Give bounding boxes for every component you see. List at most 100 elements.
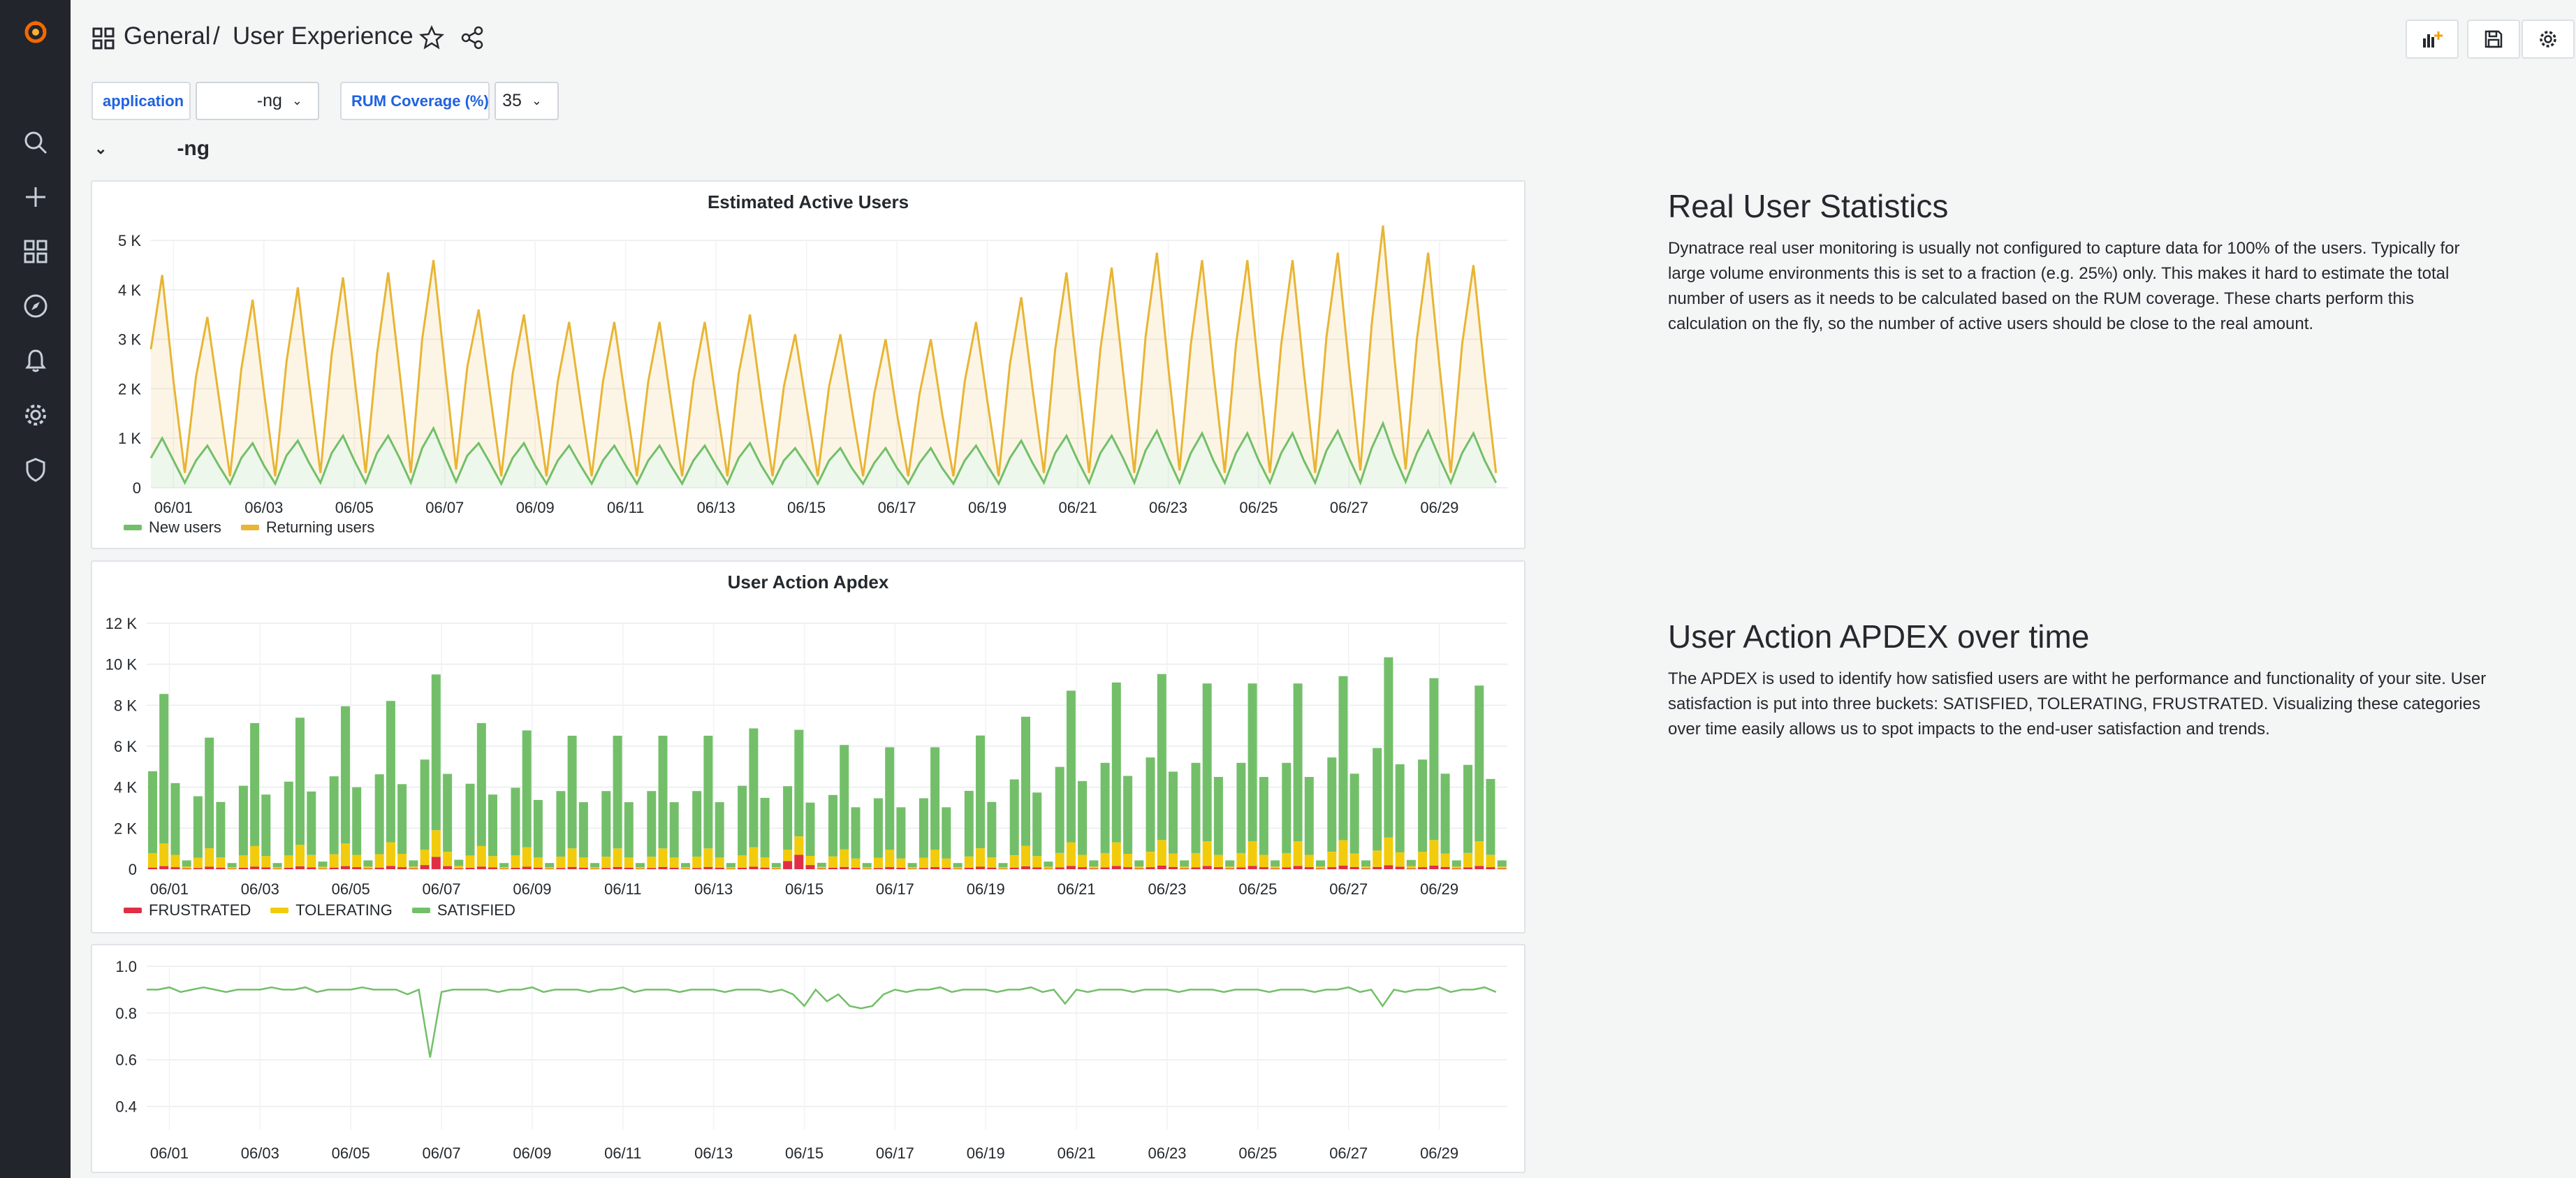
bar-satisfied xyxy=(1055,766,1064,853)
bar-satisfied xyxy=(1474,685,1484,842)
chart-apdex-score: 0.4 0.6 0.8 1.0 06/01 06/03 06/05 06/07 06/09 06/… xyxy=(115,958,1507,1162)
plus-icon[interactable] xyxy=(17,179,54,215)
bar-satisfied xyxy=(681,863,690,868)
bar-frustrated xyxy=(465,867,475,869)
bar-tolerating xyxy=(1271,866,1280,869)
bar-frustrated xyxy=(1202,866,1212,869)
x-tick-label: 06/29 xyxy=(1420,499,1458,516)
bar-tolerating xyxy=(409,866,418,869)
x-tick-label: 06/01 xyxy=(150,880,189,898)
x-tick-label: 06/03 xyxy=(241,1144,279,1162)
bar-tolerating xyxy=(1293,841,1303,866)
bar-satisfied xyxy=(205,737,214,849)
dashboard-settings-button[interactable] xyxy=(2522,20,2575,59)
bar-tolerating xyxy=(1180,866,1190,869)
bar-tolerating xyxy=(817,866,826,869)
alerting-bell-icon[interactable] xyxy=(17,342,54,379)
bar-frustrated xyxy=(193,868,203,869)
bar-satisfied xyxy=(1157,674,1166,841)
bar-satisfied xyxy=(1440,773,1450,854)
save-dashboard-button[interactable] xyxy=(2467,20,2520,59)
bar-tolerating xyxy=(647,857,657,868)
bar-satisfied xyxy=(896,807,906,859)
y-tick-label: 1 K xyxy=(118,430,141,447)
x-tick-label: 06/19 xyxy=(967,1144,1005,1162)
bar-satisfied xyxy=(431,674,441,831)
legend-item-satisfied[interactable]: SATISFIED xyxy=(411,901,515,919)
legend-item-returning-users[interactable]: Returning users xyxy=(240,518,375,537)
bar-tolerating xyxy=(998,867,1008,869)
bar-tolerating xyxy=(1247,841,1257,866)
shield-icon[interactable] xyxy=(17,451,54,488)
gear-icon[interactable] xyxy=(17,397,54,433)
bar-frustrated xyxy=(976,866,985,869)
variable-select-application[interactable]: 35 -ng ⌄ xyxy=(196,82,319,120)
dashboard-grid-icon xyxy=(92,27,115,50)
bar-frustrated xyxy=(738,867,747,869)
legend-item-frustrated[interactable]: FRUSTRATED xyxy=(124,901,251,919)
bar-satisfied xyxy=(488,794,497,857)
breadcrumb-folder[interactable]: General xyxy=(124,22,211,50)
x-tick-label: 06/27 xyxy=(1330,499,1368,516)
y-tick-label: 6 K xyxy=(114,738,137,755)
legend-item-tolerating[interactable]: TOLERATING xyxy=(270,901,393,919)
bar-tolerating xyxy=(261,856,271,868)
bar-satisfied xyxy=(817,862,826,867)
bar-satisfied xyxy=(1497,860,1507,867)
x-tick-label: 06/13 xyxy=(694,1144,733,1162)
variable-select-rum-coverage[interactable]: 35 ⌄ xyxy=(495,82,559,120)
bar-frustrated xyxy=(998,868,1008,869)
bar-tolerating xyxy=(1259,855,1268,868)
bar-frustrated xyxy=(1384,865,1393,869)
panel-title[interactable]: User Action Apdex xyxy=(727,572,889,592)
row-header[interactable]: ⌄ -ng xyxy=(94,137,210,161)
bar-frustrated xyxy=(1395,866,1405,869)
bar-tolerating xyxy=(953,867,963,869)
panel-title[interactable]: Estimated Active Users xyxy=(707,191,909,212)
star-icon[interactable] xyxy=(418,24,446,52)
bar-tolerating xyxy=(783,850,793,861)
grafana-logo-icon[interactable] xyxy=(17,14,54,50)
bar-frustrated xyxy=(942,867,951,869)
legend-item-new-users[interactable]: New users xyxy=(124,518,221,537)
bar-frustrated xyxy=(352,867,362,869)
bar-frustrated xyxy=(397,867,407,869)
bar-frustrated xyxy=(681,868,690,869)
bar-frustrated xyxy=(522,866,532,869)
bar-frustrated xyxy=(1021,866,1030,869)
bar-tolerating xyxy=(307,855,316,868)
search-icon[interactable] xyxy=(17,124,54,161)
bar-frustrated xyxy=(851,867,861,869)
add-panel-button[interactable] xyxy=(2406,20,2459,59)
dashboards-icon[interactable] xyxy=(17,233,54,270)
bar-satisfied xyxy=(386,701,395,843)
y-tick-label: 5 K xyxy=(118,232,141,249)
bar-tolerating xyxy=(794,836,804,855)
bar-satisfied xyxy=(533,799,543,857)
dashboard-title[interactable]: User Experience xyxy=(233,22,414,50)
bar-tolerating xyxy=(658,848,668,867)
bar-frustrated xyxy=(601,868,611,869)
bar-frustrated xyxy=(794,855,804,869)
bar-tolerating xyxy=(1055,852,1064,868)
legend-label: Returning users xyxy=(265,518,375,536)
bar-tolerating xyxy=(840,849,849,867)
bar-tolerating xyxy=(1282,852,1291,868)
x-tick-label: 06/25 xyxy=(1239,499,1278,516)
bar-satisfied xyxy=(1180,860,1190,867)
bar-satisfied xyxy=(476,722,486,846)
row-collapse-chevron-icon[interactable]: ⌄ xyxy=(94,140,108,157)
bar-satisfied xyxy=(1293,683,1303,842)
bar-frustrated xyxy=(987,867,997,869)
share-icon[interactable] xyxy=(459,24,487,52)
bar-frustrated xyxy=(409,868,418,869)
bar-tolerating xyxy=(703,848,713,867)
bar-frustrated xyxy=(726,868,736,869)
bar-satisfied xyxy=(1349,773,1359,854)
bar-tolerating xyxy=(182,866,191,869)
explore-icon[interactable] xyxy=(17,288,54,324)
bar-tolerating xyxy=(578,857,588,868)
bar-frustrated xyxy=(658,866,668,869)
bar-satisfied xyxy=(522,730,532,848)
